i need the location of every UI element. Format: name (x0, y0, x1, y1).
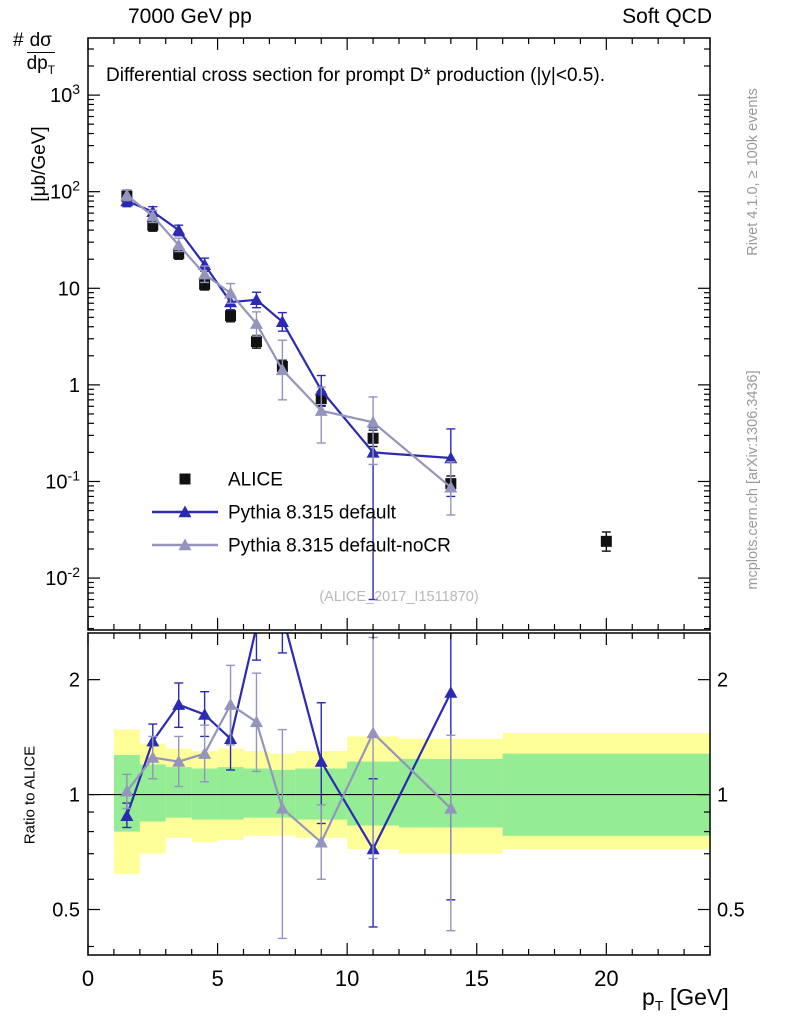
data-point-triangle (249, 317, 263, 329)
data-point-square (225, 310, 237, 322)
data-point-triangle (120, 188, 134, 201)
legend-entry-alice: ALICE (179, 470, 283, 491)
series-line (126, 200, 451, 460)
data-point-triangle (444, 686, 458, 698)
legend-entry-pythia-8-315-default: Pythia 8.315 default (152, 503, 397, 524)
plot-title: Differential cross section for prompt D*… (106, 65, 605, 86)
process-group-title: Soft QCD (622, 5, 712, 28)
ratio-tick-label-left: 0.5 (52, 899, 80, 921)
data-point-triangle (249, 715, 263, 728)
y-axis-unit-label: [μb/GeV] (29, 126, 50, 202)
x-tick-label: 0 (82, 966, 94, 991)
data-point-triangle (178, 538, 192, 551)
series-line (125, 633, 452, 852)
data-point-triangle (314, 755, 328, 767)
data-point-triangle (275, 363, 289, 376)
legend-label: ALICE (228, 470, 283, 491)
y-tick-label: 10-1 (45, 467, 80, 493)
y-axis-label: # dσ dpT (13, 30, 55, 77)
data-point-triangle (198, 708, 212, 720)
ratio-tick-label-right: 0.5 (717, 899, 745, 921)
data-point-square (600, 535, 612, 547)
data-point-triangle (120, 809, 134, 821)
x-axis-label: pT [GeV] (642, 984, 729, 1015)
ratio-axis-label: Ratio to ALICE (21, 745, 39, 845)
data-point-triangle (178, 505, 192, 518)
y-tick-label: 1 (69, 375, 80, 397)
x-label-base: p (642, 984, 655, 1010)
legend-label: Pythia 8.315 default (228, 503, 397, 524)
data-point-square (179, 473, 191, 485)
ratio-tick-label-right: 2 (717, 670, 728, 692)
y-label-numerator: dσ (26, 30, 55, 53)
analysis-watermark: (ALICE_2017_I1511870) (319, 589, 478, 605)
mcplots-reference-note: mcplots.cern.ch [arXiv:1306.3436] (745, 370, 761, 590)
y-label-denominator: dpT (27, 53, 55, 77)
ratio-tick-label-right: 1 (717, 785, 728, 807)
y-label-denominator-sub: T (47, 63, 55, 77)
x-tick-label: 10 (335, 966, 359, 991)
data-point-square (173, 247, 185, 259)
data-point-triangle (224, 698, 238, 710)
data-point-triangle (120, 784, 134, 797)
axis-ticks (87, 38, 711, 955)
y-tick-label: 10-2 (45, 564, 80, 590)
data-point-triangle (314, 835, 328, 848)
series-line (126, 703, 452, 845)
data-point-square (147, 219, 159, 231)
data-point-triangle (224, 286, 238, 299)
x-label-sub: T (654, 998, 664, 1015)
series-main-alice (121, 189, 612, 552)
series-line (126, 194, 452, 489)
y-tick-label: 10 (58, 278, 80, 300)
data-point-triangle (276, 609, 289, 621)
data-point-triangle (172, 238, 186, 251)
x-tick-label: 5 (211, 966, 223, 991)
series-main-pythia-8-315-default-nocr (120, 188, 458, 516)
data-point-triangle (172, 223, 186, 236)
data-point-triangle (275, 801, 289, 814)
data-point-triangle (198, 747, 212, 759)
y-tick-label: 103 (50, 81, 80, 107)
y-tick-label: 102 (50, 178, 80, 204)
data-point-triangle (146, 209, 160, 222)
data-point-triangle (366, 726, 380, 739)
data-point-triangle (198, 258, 212, 271)
green-band-bin (217, 767, 244, 820)
data-point-square (199, 278, 211, 290)
ratio-tick-label-left: 2 (69, 670, 80, 692)
data-point-triangle (314, 404, 328, 416)
legend-entry-pythia-8-315-default-nocr: Pythia 8.315 default-noCR (152, 536, 451, 557)
x-tick-label: 15 (465, 966, 489, 991)
data-point-triangle (444, 480, 458, 493)
y-label-fraction: dσ dpT (27, 30, 55, 77)
x-tick-label: 20 (594, 966, 618, 991)
data-point-triangle (172, 755, 186, 767)
data-point-triangle (172, 698, 186, 710)
x-label-unit: [GeV] (663, 984, 729, 1010)
data-point-triangle (444, 801, 458, 814)
green-band-bin (243, 768, 270, 818)
data-point-triangle (275, 315, 289, 327)
data-point-triangle (444, 451, 458, 464)
data-point-square (250, 336, 262, 348)
data-point-triangle (366, 415, 380, 428)
data-point-triangle (249, 293, 263, 305)
data-point-triangle (198, 267, 212, 280)
legend: ALICE Pythia 8.315 default Pythia 8.315 de… (152, 470, 451, 557)
y-label-prefix: # (13, 30, 24, 51)
legend-label: Pythia 8.315 default-noCR (228, 536, 451, 557)
rivet-version-note: Rivet 4.1.0, ≥ 100k events (745, 88, 761, 256)
ratio-tick-label-left: 1 (69, 785, 80, 807)
y-label-denominator-base: dp (26, 52, 48, 74)
data-point-triangle (146, 751, 160, 763)
beam-info-title: 7000 GeV pp (128, 5, 252, 28)
series-ratio-pythia-8-315-default-nocr (120, 636, 458, 940)
